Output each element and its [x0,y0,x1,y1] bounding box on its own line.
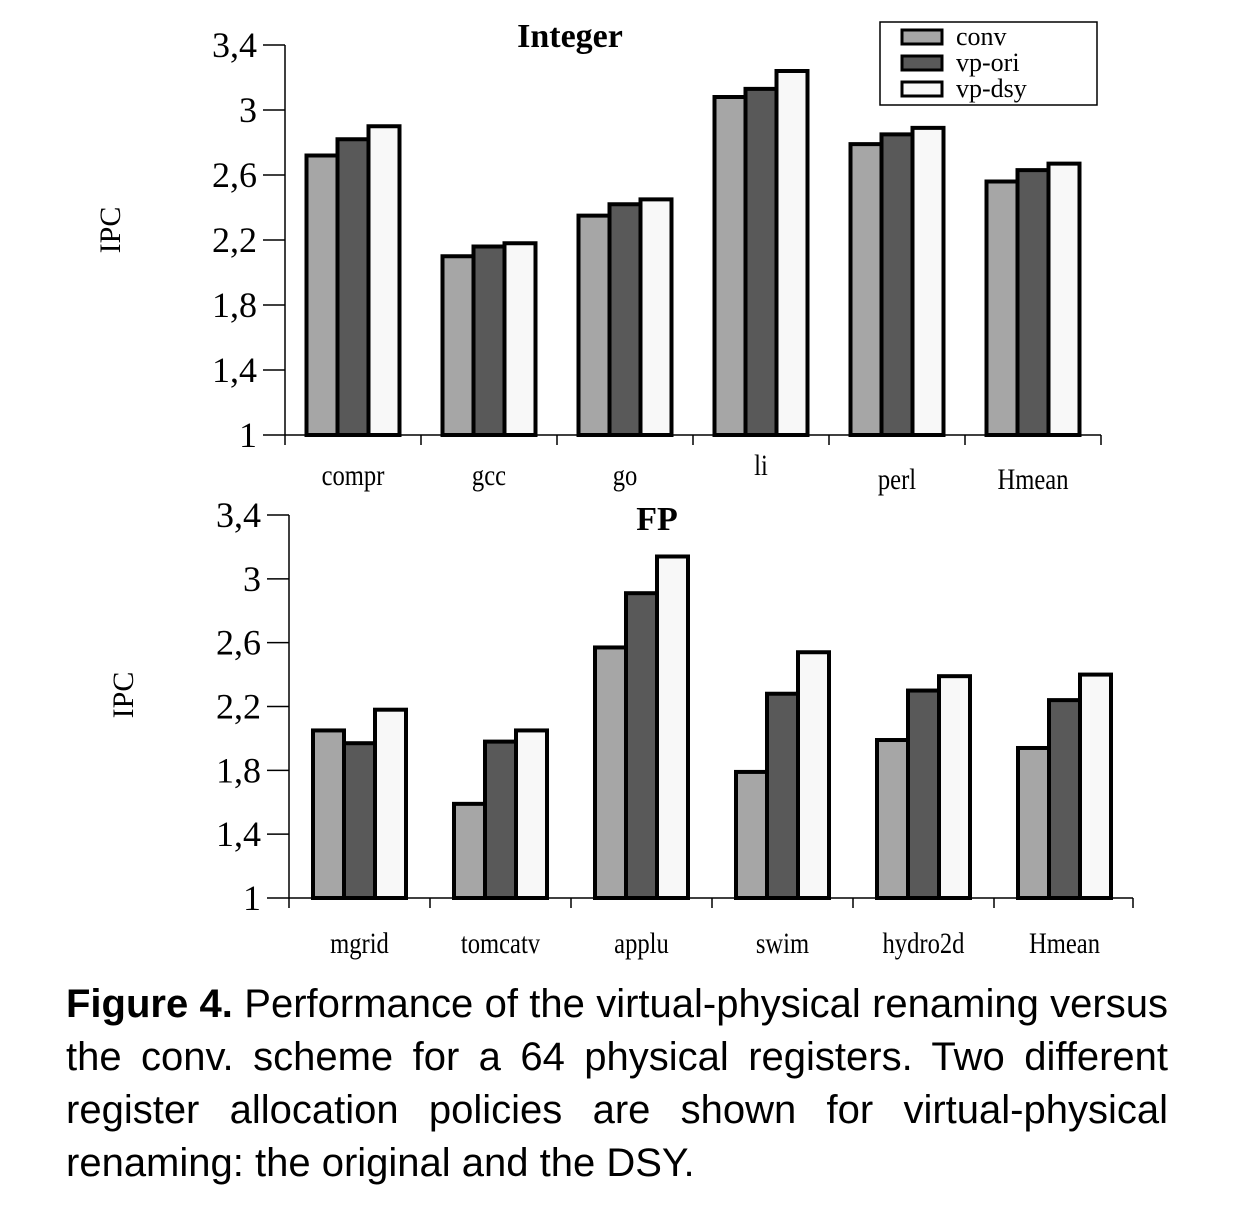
category-label-gcc: gcc [472,459,506,492]
legend-label-conv: conv [956,22,1007,51]
y-tick-label: 1 [243,878,261,918]
category-label-applu: applu [614,927,669,960]
bar-li-vp-dsy [774,69,810,437]
fp-chart: 1 1,4 1,8 2,2 2,6 3 3,4 mgrid tomcatv applu swim hy… [107,495,1134,960]
bar-mgrid-vp-ori [342,741,377,900]
bar-hmean-vp-ori [1015,168,1051,437]
y-tick-label: 3,4 [212,25,257,65]
category-label-compr: compr [322,459,385,492]
bar-applu-conv [593,645,628,900]
y-tick-label: 1,4 [212,350,257,390]
category-label-hmean: Hmean [1029,927,1100,960]
y-axis-label: IPC [94,207,127,254]
y-tick-label: 1,8 [216,750,261,790]
figure-charts: 1 1,4 1,8 2,2 2,6 3 3,4 compr gcc go li perl Hmean In… [94,18,1134,960]
bar-go-vp-ori [607,202,643,437]
y-tick-label: 2,6 [216,623,261,663]
bar-compr-conv [304,153,340,437]
y-tick-label: 2,6 [212,155,257,195]
category-label-hmean: Hmean [997,463,1068,496]
chart-title: Integer [517,18,623,55]
bar-go-vp-dsy [638,197,674,437]
category-label-tomcatv: tomcatv [461,927,540,960]
category-label-swim: swim [756,927,809,960]
legend-swatch-conv [900,28,944,46]
chart-title: FP [636,501,678,538]
bar-tomcatv-vp-dsy [514,728,549,900]
bar-tomcatv-vp-ori [483,739,518,900]
bar-gcc-vp-dsy [502,241,538,437]
legend-swatch-vp-ori [900,54,944,72]
bar-hmean-conv [984,179,1020,437]
legend-swatch-vp-dsy [900,80,944,98]
bar-swim-vp-dsy [796,650,831,900]
bar-hmean-vp-ori [1047,698,1082,900]
y-axis-label: IPC [107,672,140,719]
y-tick-label: 3,4 [216,495,261,535]
category-label-li: li [754,449,768,482]
category-label-perl: perl [878,463,917,496]
bar-hmean-conv [1016,745,1051,900]
bar-mgrid-conv [311,728,346,900]
category-label-mgrid: mgrid [330,927,389,960]
bar-hydro2d-vp-ori [906,688,941,901]
bar-go-conv [576,213,612,437]
bar-li-conv [712,95,748,437]
bar-applu-vp-ori [624,591,659,901]
bar-gcc-conv [440,254,476,437]
bar-swim-conv [734,769,769,900]
bar-hydro2d-vp-dsy [937,674,972,900]
category-label-hydro2d: hydro2d [883,927,965,960]
legend-label-vp-dsy: vp-dsy [956,74,1027,103]
bar-swim-vp-ori [765,691,800,900]
figure-caption: Figure 4. Performance of the virtual-phy… [66,978,1168,1190]
y-tick-label: 1,4 [216,814,261,854]
y-tick-label: 2,2 [216,687,261,727]
bar-hmean-vp-dsy [1078,672,1113,900]
bar-li-vp-ori [743,86,779,437]
y-tick-label: 3 [239,90,257,130]
caption-text: Performance of the virtual-physical rena… [66,982,1168,1185]
bar-mgrid-vp-dsy [373,707,408,900]
y-tick-label: 1,8 [212,285,257,325]
y-tick-label: 1 [239,415,257,455]
bar-perl-conv [848,142,884,437]
bar-applu-vp-dsy [655,554,690,900]
legend-label-vp-ori: vp-ori [956,48,1020,77]
figure-label: Figure 4. [66,982,233,1026]
integer-chart: 1 1,4 1,8 2,2 2,6 3 3,4 compr gcc go li perl Hmean In… [94,18,1102,496]
bar-tomcatv-conv [452,801,487,900]
bar-hydro2d-conv [875,738,910,901]
category-label-go: go [613,459,638,492]
bar-compr-vp-dsy [366,124,402,437]
bar-hmean-vp-dsy [1046,161,1082,437]
y-tick-label: 2,2 [212,220,257,260]
bar-perl-vp-ori [879,132,915,437]
bar-compr-vp-ori [335,137,371,437]
bar-perl-vp-dsy [910,125,946,437]
y-tick-label: 3 [243,559,261,599]
bar-gcc-vp-ori [471,244,507,437]
